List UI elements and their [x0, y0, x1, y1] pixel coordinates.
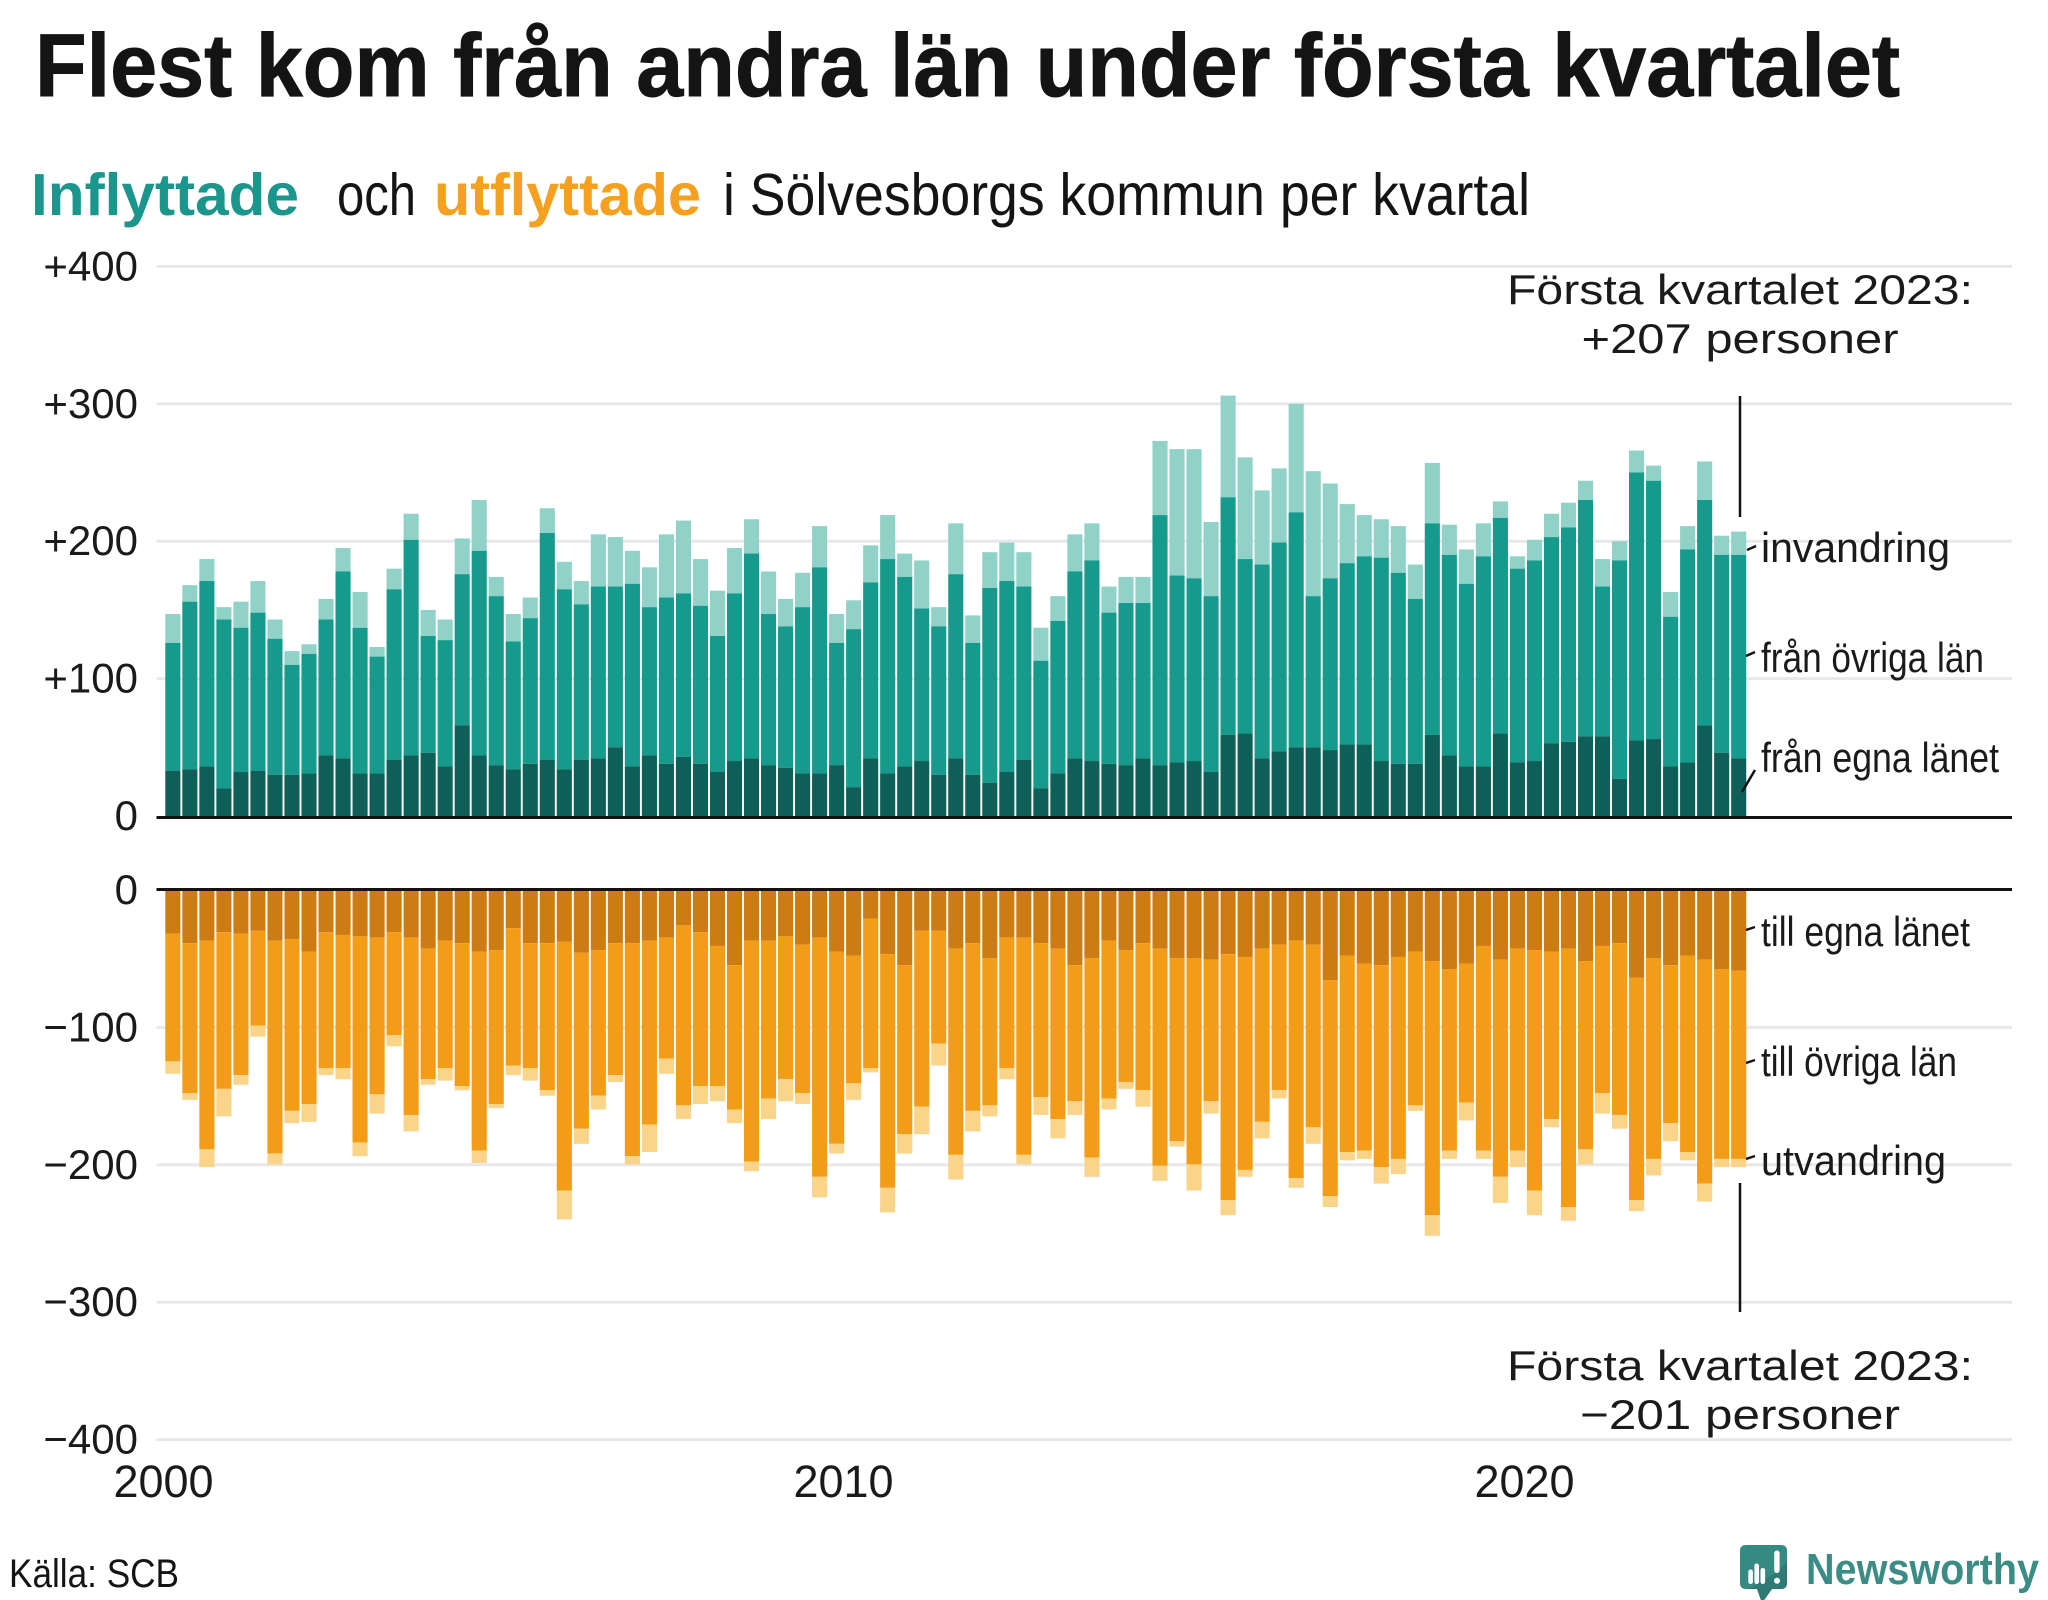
svg-text:+100: +100 [43, 655, 138, 702]
svg-text:i Sölvesborgs kommun per kvart: i Sölvesborgs kommun per kvartal [723, 162, 1530, 228]
svg-text:från övriga län: från övriga län [1761, 634, 1984, 681]
svg-text:+300: +300 [43, 380, 138, 427]
svg-text:Första kvartalet 2023:: Första kvartalet 2023: [1507, 266, 1973, 313]
svg-text:−200: −200 [43, 1141, 138, 1188]
svg-text:utflyttade: utflyttade [434, 162, 701, 228]
svg-text:invandring: invandring [1761, 524, 1950, 571]
svg-text:Flest kom från andra län under: Flest kom från andra län under första kv… [35, 15, 1900, 115]
svg-text:till egna länet: till egna länet [1761, 908, 1970, 955]
svg-text:utvandring: utvandring [1761, 1137, 1946, 1184]
svg-text:Källa: SCB: Källa: SCB [9, 1552, 179, 1596]
svg-text:Newsworthy: Newsworthy [1806, 1545, 2039, 1594]
svg-text:0: 0 [115, 792, 138, 839]
svg-text:+200: +200 [43, 517, 138, 564]
svg-text:2000: 2000 [113, 1456, 213, 1507]
svg-text:−201 personer: −201 personer [1580, 1391, 1900, 1438]
svg-text:Inflyttade: Inflyttade [31, 162, 299, 228]
svg-text:till övriga län: till övriga län [1761, 1038, 1957, 1085]
svg-text:−400: −400 [43, 1416, 138, 1463]
svg-text:0: 0 [115, 866, 138, 913]
svg-text:och: och [337, 162, 416, 228]
svg-text:2020: 2020 [1474, 1456, 1574, 1507]
svg-text:−300: −300 [43, 1278, 138, 1325]
svg-text:−100: −100 [43, 1003, 138, 1050]
svg-text:från egna länet: från egna länet [1761, 734, 1999, 781]
svg-text:2010: 2010 [793, 1456, 893, 1507]
svg-text:Första kvartalet 2023:: Första kvartalet 2023: [1507, 1342, 1973, 1389]
svg-text:+400: +400 [43, 242, 138, 289]
svg-text:+207 personer: +207 personer [1582, 315, 1899, 362]
